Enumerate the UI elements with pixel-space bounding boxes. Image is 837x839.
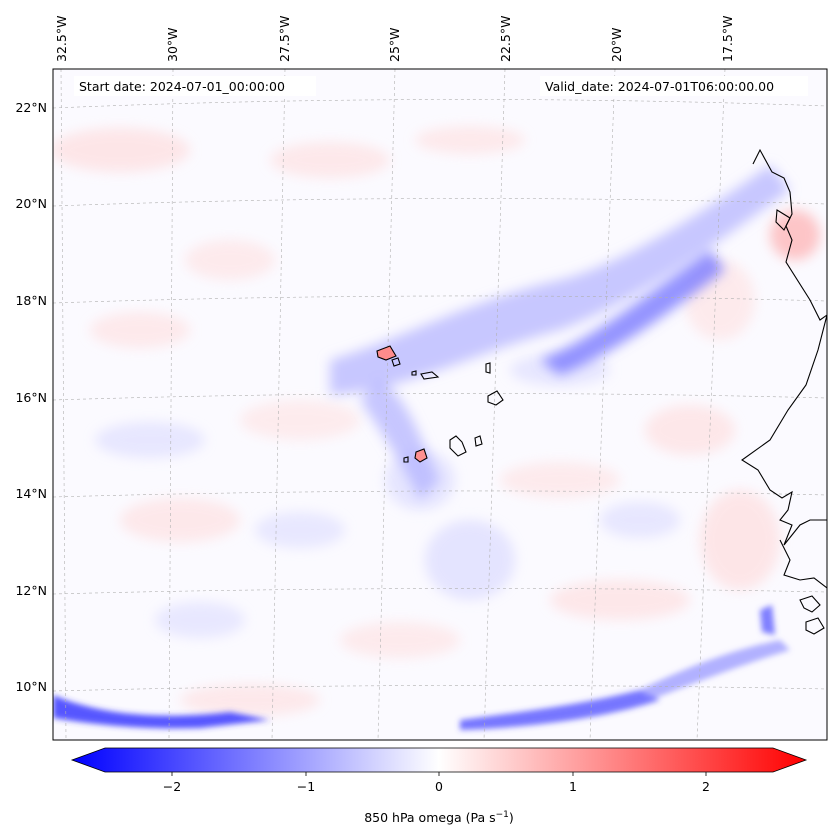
- graticule: [53, 69, 827, 740]
- lon-label-32-5w: 32.5°W: [54, 16, 69, 62]
- cape-verde-islands: [376, 345, 504, 463]
- lat-labels: 22°N 20°N 18°N 16°N 14°N 12°N 10°N: [15, 100, 47, 694]
- colorbar-body: [70, 747, 808, 773]
- lon-label-30w: 30°W: [165, 27, 180, 62]
- valid-date-box: [540, 76, 808, 96]
- map-frame: [52, 68, 828, 741]
- lon-label-20w: 20°W: [609, 27, 624, 62]
- cbar-tick-1: 1: [569, 779, 577, 794]
- lat-label-20n: 20°N: [15, 196, 47, 211]
- start-date-box: [74, 76, 316, 96]
- colorbar-ticks: [171, 772, 707, 776]
- cbar-tick-0: 0: [435, 779, 443, 794]
- lon-label-25w: 25°W: [387, 27, 402, 62]
- lat-label-18n: 18°N: [15, 293, 47, 308]
- coastline: [741, 148, 827, 635]
- cbar-tick-2: 2: [702, 779, 710, 794]
- lat-label-10n: 10°N: [15, 679, 47, 694]
- colorbar: −2 −1 0 1 2 850 hPa omega (Pa s−1): [70, 747, 808, 825]
- lon-labels: 32.5°W 30°W 27.5°W 25°W 22.5°W 20°W 17.5…: [54, 16, 735, 62]
- cbar-tick-neg2: −2: [163, 779, 181, 794]
- lon-label-22-5w: 22.5°W: [498, 16, 513, 62]
- valid-date-label: Valid_date: 2024-07-01T06:00:00.00: [545, 79, 774, 94]
- lon-label-27-5w: 27.5°W: [277, 16, 292, 62]
- cbar-tick-neg1: −1: [297, 779, 315, 794]
- lat-label-16n: 16°N: [15, 390, 47, 405]
- colorbar-label: 850 hPa omega (Pa s−1): [364, 810, 514, 825]
- lat-label-22n: 22°N: [15, 100, 47, 115]
- lon-label-17-5w: 17.5°W: [720, 16, 735, 62]
- lat-label-12n: 12°N: [15, 583, 47, 598]
- start-date-label: Start date: 2024-07-01_00:00:00: [79, 79, 285, 94]
- omega-field: [53, 69, 827, 740]
- lat-label-14n: 14°N: [15, 486, 47, 501]
